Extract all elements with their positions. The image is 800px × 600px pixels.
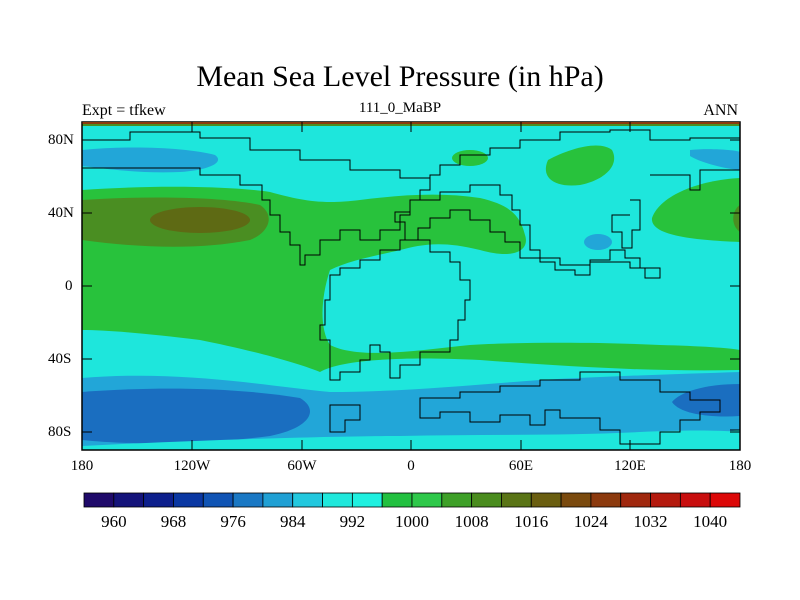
eurasia-high — [545, 145, 615, 186]
asian-low-patch — [584, 234, 612, 250]
lat-ticks — [82, 139, 740, 433]
lon-label-180e: 180 — [728, 458, 752, 474]
colorbar-box — [351, 492, 383, 508]
colorbar-label: 992 — [339, 512, 366, 531]
colorbar-box — [501, 492, 532, 508]
lon-label-120w: 120W — [173, 458, 211, 474]
colorbar-label: 1032 — [633, 512, 668, 531]
coastline-north-america — [82, 131, 431, 266]
colorbar-label: 1016 — [514, 512, 549, 531]
arctic-high-patch — [452, 150, 488, 166]
southern-low-west — [82, 388, 310, 444]
colorbar-box — [173, 492, 204, 508]
colorbar-box — [620, 492, 651, 508]
lon-label-120e: 120E — [614, 458, 646, 474]
lat-label-40s: 40S — [48, 351, 72, 367]
pressure-field — [82, 122, 740, 450]
colorbar-box — [709, 492, 741, 508]
lon-label-60e: 60E — [508, 458, 534, 474]
colorbar-box — [292, 492, 323, 508]
season-label: ANN — [703, 102, 738, 119]
north-low-west — [82, 147, 219, 173]
lat-label-80n: 80N — [48, 132, 74, 148]
colorbar-box — [679, 492, 711, 508]
colorbar-box — [560, 492, 592, 508]
colorbar-label: 960 — [101, 512, 127, 531]
lon-label-60w: 60W — [287, 458, 317, 474]
colorbar — [83, 492, 741, 508]
lat-label-40n: 40N — [48, 205, 74, 221]
colorbar-label: 976 — [220, 512, 246, 531]
period-label: 111_0_MaBP — [358, 100, 442, 116]
colorbar-box — [411, 492, 443, 508]
colorbar-box — [113, 492, 145, 508]
experiment-label: Expt = tfkew — [82, 102, 166, 119]
colorbar-label: 1040 — [693, 512, 728, 531]
subtropical-high-core — [150, 207, 250, 233]
coastlines — [82, 129, 740, 445]
colorbar-box — [650, 492, 681, 508]
colorbar-box — [381, 492, 413, 508]
colorbar-box — [83, 492, 115, 508]
colorbar-box — [590, 492, 622, 508]
lat-label-80s: 80S — [48, 424, 72, 440]
colorbar-label: 1024 — [573, 512, 608, 531]
lat-label-0: 0 — [65, 278, 73, 294]
coastline-south-america — [319, 239, 471, 381]
colorbar-box — [143, 492, 174, 508]
colorbar-label: 1000 — [395, 512, 429, 531]
lon-label-0: 0 — [407, 458, 415, 474]
colorbar-box — [471, 492, 502, 508]
colorbar-box — [232, 492, 264, 508]
colorbar-label: 1008 — [454, 512, 489, 531]
lon-ticks — [81, 122, 741, 450]
coastline-antarctica-west — [329, 404, 361, 433]
lon-label-180w: 180 — [70, 458, 94, 474]
colorbar-label: 968 — [160, 512, 187, 531]
colorbar-box — [262, 492, 294, 508]
colorbar-box — [322, 492, 353, 508]
coastline-australia-antarctica — [419, 371, 721, 445]
colorbar-box — [530, 492, 562, 508]
coastline-north-eurasia — [429, 129, 740, 249]
subtropical-high-east — [733, 205, 740, 232]
colorbar-label: 984 — [279, 512, 306, 531]
north-low-east — [690, 149, 740, 170]
colorbar-box — [202, 492, 234, 508]
coastline-africa-eurasia — [394, 184, 661, 279]
pacific-high-east — [651, 178, 740, 242]
plot-title: Mean Sea Level Pressure (in hPa) — [196, 60, 604, 93]
colorbar-box — [441, 492, 473, 508]
